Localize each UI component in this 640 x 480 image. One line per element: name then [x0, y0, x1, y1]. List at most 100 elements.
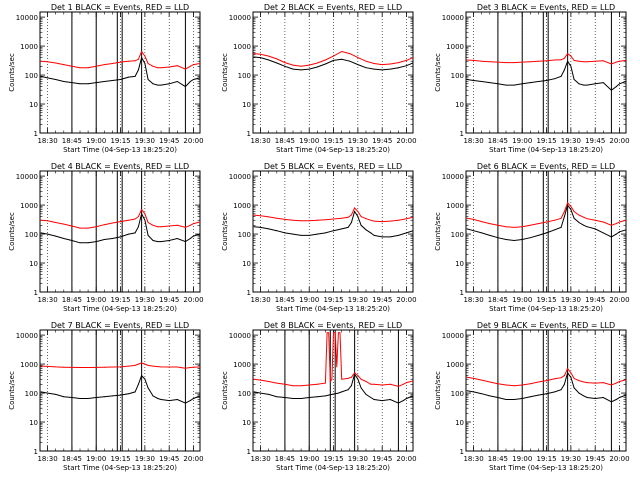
events-data-point	[521, 83, 523, 85]
x-tick-label: 19:00	[86, 137, 106, 145]
events-data-point	[497, 237, 499, 239]
lld-data-point	[147, 364, 149, 366]
events-data-point	[481, 81, 483, 82]
lld-data-point	[147, 222, 149, 223]
lld-data-point	[610, 63, 612, 65]
x-tick-label: 19:45	[159, 137, 179, 145]
events-data-point	[370, 232, 372, 234]
lld-data-point	[63, 366, 65, 368]
lld-data-point	[397, 219, 399, 221]
lld-data-point	[578, 214, 580, 216]
lld-data-point	[199, 63, 200, 64]
lld-data-point	[578, 60, 580, 62]
lld-data-point	[563, 375, 565, 377]
events-data-point	[168, 400, 170, 402]
events-data-point	[521, 398, 523, 399]
x-tick-label: 18:45	[275, 137, 295, 145]
y-tick-label: 1	[247, 289, 251, 297]
x-axis-label: Start Time (04-Sep-13 18:25:20)	[63, 146, 177, 154]
lld-data-point	[292, 219, 294, 221]
lld-data-point	[529, 383, 531, 385]
lld-data-point	[489, 61, 491, 63]
y-tick-label: 100	[451, 72, 464, 80]
events-data-point	[189, 400, 191, 402]
y-tick-label: 10	[455, 101, 464, 109]
lld-data-point	[268, 216, 270, 218]
events-data-point	[268, 228, 270, 230]
lld-data-point	[615, 223, 617, 225]
events-data-point	[563, 216, 565, 218]
lld-data-point	[120, 61, 121, 63]
events-data-point	[563, 383, 565, 385]
x-tick-label: 20:00	[396, 455, 416, 463]
events-data-point	[47, 392, 49, 394]
x-tick-label: 19:00	[86, 296, 106, 304]
y-tick-label: 1	[34, 289, 38, 297]
lld-data-point	[95, 366, 97, 368]
y-axis-label: Counts/sec	[8, 371, 16, 410]
lld-data-point	[594, 219, 596, 221]
lld-data-point	[381, 384, 383, 386]
panel-title: Det 1 BLACK = Events, RED = LLD	[51, 3, 189, 12]
events-data-point	[349, 60, 351, 62]
events-data-point	[141, 375, 143, 377]
x-tick-label: 18:45	[488, 455, 508, 463]
events-data-point	[412, 62, 413, 64]
events-data-point	[120, 236, 121, 238]
events-data-point	[570, 65, 572, 67]
events-data-point	[354, 211, 356, 212]
lld-data-point	[354, 207, 356, 209]
events-data-point	[529, 82, 531, 84]
lld-data-point	[586, 218, 588, 220]
x-tick-label: 19:15	[536, 296, 556, 304]
events-data-point	[199, 233, 200, 235]
lld-data-point	[134, 218, 136, 220]
lld-data-point	[567, 202, 569, 204]
y-tick-label: 10	[29, 419, 38, 427]
lld-data-point	[284, 218, 286, 220]
events-data-point	[521, 239, 523, 240]
x-tick-label: 19:00	[512, 455, 532, 463]
lld-data-point	[341, 378, 343, 380]
lld-data-point	[381, 221, 383, 223]
lld-data-point	[412, 380, 413, 382]
events-data-point	[381, 69, 383, 71]
lld-data-point	[87, 67, 89, 69]
lld-data-point	[341, 217, 343, 219]
lld-data-point	[260, 379, 262, 381]
events-data-point	[147, 387, 149, 389]
events-data-point	[168, 83, 170, 85]
events-data-point	[560, 389, 562, 391]
lld-data-point	[193, 223, 194, 225]
panel-det-5: Det 5 BLACK = Events, RED = LLD 1 10 100 100…	[221, 162, 417, 313]
y-tick-label: 100	[238, 72, 251, 80]
events-data-point	[160, 241, 162, 243]
lld-data-point	[79, 227, 81, 229]
panel-det-2: Det 2 BLACK = Events, RED = LLD 1 10 100 100…	[221, 3, 417, 154]
lld-data-point	[594, 382, 596, 384]
events-data-point	[260, 57, 262, 59]
lld-data-point	[406, 59, 407, 61]
y-tick-label: 10000	[229, 332, 251, 340]
lld-data-point	[615, 61, 617, 63]
events-data-point	[292, 398, 294, 399]
events-data-point	[341, 228, 343, 230]
y-axis-label: Counts/sec	[434, 212, 442, 251]
lld-data-point	[347, 377, 349, 379]
y-tick-label: 10	[242, 260, 251, 268]
panel-det-1: Det 1 BLACK = Events, RED = LLD 1 10 100 100…	[8, 3, 204, 154]
y-tick-label: 10000	[16, 14, 38, 22]
lld-data-point	[300, 385, 302, 387]
events-data-point	[176, 81, 178, 82]
lld-data-point	[389, 63, 391, 65]
x-tick-label: 18:30	[37, 455, 57, 463]
events-data-point	[365, 393, 367, 395]
events-data-point	[337, 392, 339, 394]
events-data-point	[546, 80, 547, 81]
events-data-point	[381, 236, 383, 238]
events-data-point	[268, 59, 270, 61]
lld-data-point	[47, 365, 49, 367]
lld-data-point	[324, 219, 326, 221]
events-data-point	[466, 390, 468, 392]
lld-data-point	[619, 381, 620, 382]
